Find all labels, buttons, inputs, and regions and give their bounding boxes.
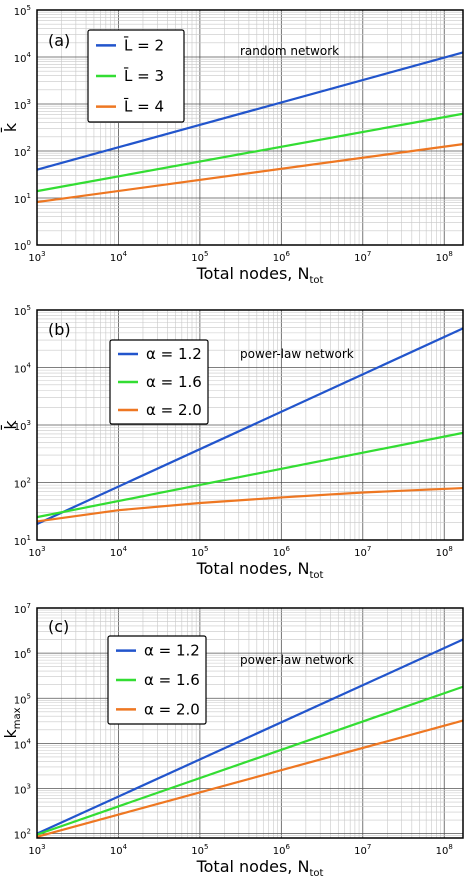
series-line-2 <box>36 685 464 836</box>
x-tick-label: 108 <box>436 843 453 857</box>
panel-label: (a) <box>48 31 70 50</box>
y-tick-label: 105 <box>14 692 31 706</box>
series-line-3 <box>36 719 464 838</box>
x-tick-label: 103 <box>28 843 45 857</box>
y-axis-label: k̄ <box>1 420 20 431</box>
legend-label: α = 1.6 <box>146 373 202 391</box>
y-tick-label: 104 <box>14 737 32 751</box>
x-axis-label: Total nodes, Ntot <box>196 264 324 286</box>
x-tick-label: 106 <box>273 843 291 857</box>
series-line-1 <box>36 638 464 835</box>
legend-box <box>107 635 207 725</box>
series-line-1 <box>36 327 464 525</box>
y-axis-label: k̄ <box>1 122 20 133</box>
panel-label: (c) <box>48 617 69 636</box>
panel-label: (b) <box>48 320 71 339</box>
chart-annotation: power-law network <box>240 653 354 667</box>
legend: α = 1.2 α = 1.6 α = 2.0 <box>107 635 207 725</box>
x-tick-label: 105 <box>191 843 208 857</box>
y-tick-label: 103 <box>14 783 31 797</box>
legend: α = 1.2 α = 1.6 α = 2.0 <box>109 339 209 425</box>
legend-box <box>87 29 185 123</box>
x-tick-label: 104 <box>110 545 128 559</box>
y-tick-label: 104 <box>14 51 32 65</box>
y-tick-label: 101 <box>14 534 31 548</box>
x-tick-label: 103 <box>28 545 45 559</box>
x-tick-label: 106 <box>273 545 291 559</box>
legend-label: α = 1.6 <box>144 671 200 689</box>
x-axis-label: Total nodes, Ntot <box>196 559 324 581</box>
y-tick-label: 101 <box>14 192 31 206</box>
x-tick-label: 108 <box>436 545 453 559</box>
x-tick-label: 104 <box>110 250 128 264</box>
plot-frame <box>36 607 464 839</box>
x-axis-label: Total nodes, Ntot <box>196 857 324 879</box>
plot-frame <box>36 309 464 541</box>
x-tick-label: 107 <box>354 843 371 857</box>
y-tick-label: 103 <box>14 419 31 433</box>
chart-panel-1: 103 104 105 106 107 108100101102103104105Tota… <box>1 4 464 286</box>
series-line-1 <box>36 51 464 171</box>
legend-label: L̄ = 3 <box>124 66 164 85</box>
y-tick-label: 102 <box>14 828 31 842</box>
y-tick-label: 107 <box>14 602 31 616</box>
x-tick-label: 103 <box>28 250 45 264</box>
y-tick-label: 100 <box>14 239 31 253</box>
x-tick-label: 107 <box>354 545 371 559</box>
chart-annotation: random network <box>240 44 339 58</box>
chart-panel-3: 103 104 105 106 107 108102103104105106107Tota… <box>1 602 464 879</box>
legend-label: α = 1.2 <box>144 642 200 660</box>
legend-label: α = 2.0 <box>144 700 200 718</box>
legend: L̄ = 2 L̄ = 3 L̄ = 4 <box>87 29 185 123</box>
x-tick-label: 108 <box>436 250 453 264</box>
y-tick-label: 102 <box>14 145 31 159</box>
y-tick-label: 102 <box>14 477 31 491</box>
x-tick-label: 104 <box>110 843 128 857</box>
y-tick-label: 103 <box>14 98 31 112</box>
x-tick-label: 106 <box>273 250 291 264</box>
y-tick-label: 105 <box>14 304 31 318</box>
legend-label: L̄ = 2 <box>124 36 164 55</box>
y-axis-label: kmax <box>1 707 23 738</box>
chart-annotation: power-law network <box>240 347 354 361</box>
y-tick-label: 105 <box>14 4 31 18</box>
y-tick-label: 104 <box>14 362 32 376</box>
series-line-3 <box>36 486 464 523</box>
legend-box <box>109 339 209 425</box>
series-line-2 <box>36 431 464 519</box>
legend-label: α = 1.2 <box>146 345 202 363</box>
series-line-2 <box>36 112 464 193</box>
x-tick-label: 107 <box>354 250 371 264</box>
legend-label: L̄ = 4 <box>124 97 164 116</box>
series-line-3 <box>36 143 464 204</box>
legend-label: α = 2.0 <box>146 401 202 419</box>
plot-frame <box>36 9 464 246</box>
x-tick-label: 105 <box>191 250 208 264</box>
x-tick-label: 105 <box>191 545 208 559</box>
y-tick-label: 106 <box>14 647 32 661</box>
